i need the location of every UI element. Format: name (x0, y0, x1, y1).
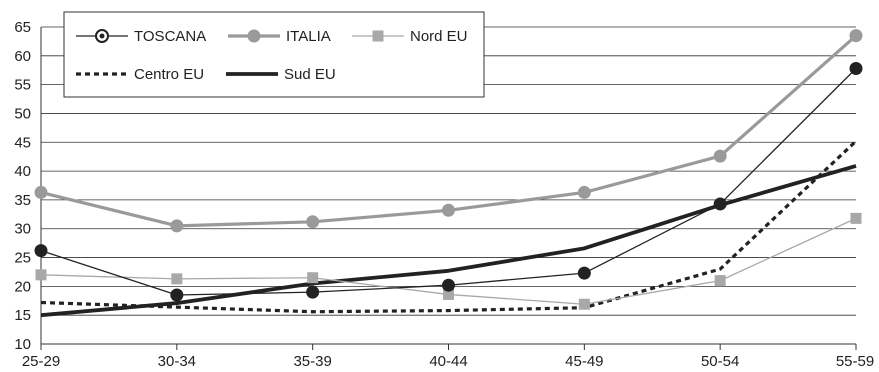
data-point (171, 273, 183, 285)
y-tick-label: 50 (14, 105, 31, 122)
series-lines (34, 29, 863, 318)
data-point (578, 298, 590, 310)
x-tick-labels: 25-29 30-34 35-39 40-44 45-49 50-54 55-59 (22, 353, 874, 370)
data-point (442, 278, 455, 292)
data-point (714, 275, 726, 287)
y-tick-label: 60 (14, 48, 31, 65)
y-tick-label: 45 (14, 134, 31, 151)
data-point (577, 185, 591, 199)
legend-marker (247, 29, 261, 43)
legend-marker (372, 30, 384, 42)
series-line-centro-eu (40, 139, 858, 314)
y-tick-label: 15 (14, 307, 31, 324)
data-point (442, 203, 455, 217)
y-tick-label: 55 (14, 77, 31, 94)
data-point (170, 288, 184, 302)
x-tick-label: 35-39 (293, 353, 331, 370)
x-tick-label: 30-34 (158, 353, 196, 370)
legend-label: ITALIA (286, 28, 331, 45)
data-point (170, 219, 184, 233)
data-point (306, 285, 320, 299)
y-tick-labels: 10 15 20 25 30 35 40 45 50 55 60 65 (14, 19, 31, 353)
data-point (577, 266, 591, 280)
legend-marker-dot (99, 33, 105, 39)
data-point (306, 215, 320, 229)
data-point (849, 29, 863, 43)
legend-label: Nord EU (410, 28, 468, 45)
y-tick-label: 20 (14, 278, 31, 295)
data-point (713, 197, 727, 211)
y-tick-label: 10 (14, 336, 31, 353)
y-tick-label: 65 (14, 19, 31, 36)
data-point (307, 272, 319, 284)
legend-label: TOSCANA (134, 28, 206, 45)
data-point (443, 288, 454, 300)
legend-label: Centro EU (134, 66, 204, 83)
y-tick-label: 40 (14, 163, 31, 180)
x-tick-label: 55-59 (836, 353, 874, 370)
data-point (34, 244, 48, 258)
data-point (849, 61, 863, 75)
axes (40, 27, 857, 350)
legend: TOSCANA ITALIA Nord EU Centro EU Sud EU (63, 11, 485, 98)
data-point (713, 149, 727, 163)
series-line-toscana (40, 68, 857, 296)
x-tick-label: 25-29 (22, 353, 60, 370)
legend-box (63, 11, 485, 98)
x-tick-label: 40-44 (429, 353, 467, 370)
legend-label: Sud EU (284, 66, 336, 83)
y-tick-label: 25 (14, 250, 31, 267)
y-tick-label: 35 (14, 192, 31, 209)
y-tick-label: 30 (14, 221, 31, 238)
data-point (35, 269, 47, 281)
data-point (850, 212, 862, 224)
data-point (34, 185, 48, 199)
x-tick-label: 45-49 (565, 353, 603, 370)
x-tick-label: 50-54 (701, 353, 739, 370)
